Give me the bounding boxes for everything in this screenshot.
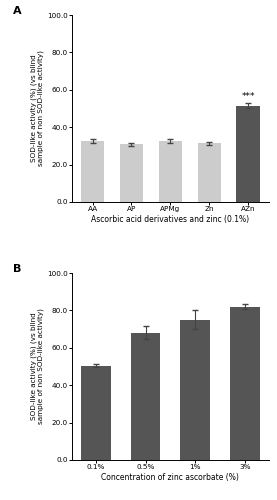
Bar bbox=[159, 141, 182, 202]
Y-axis label: SOD-like activity (%) (vs blind
sample of non SOD-like activity): SOD-like activity (%) (vs blind sample o… bbox=[30, 308, 44, 424]
Bar bbox=[180, 320, 210, 460]
Text: B: B bbox=[13, 264, 21, 274]
Bar bbox=[230, 306, 260, 460]
Bar bbox=[198, 143, 221, 202]
Bar bbox=[81, 141, 104, 202]
Bar bbox=[131, 333, 160, 460]
Text: ***: *** bbox=[241, 92, 255, 100]
Text: A: A bbox=[13, 6, 22, 16]
Bar bbox=[81, 366, 111, 460]
X-axis label: Ascorbic acid derivatives and zinc (0.1%): Ascorbic acid derivatives and zinc (0.1%… bbox=[91, 215, 249, 224]
Y-axis label: SOD-like activity (%) (vs blind
sample of non SOD-like activity): SOD-like activity (%) (vs blind sample o… bbox=[30, 50, 44, 166]
Bar bbox=[120, 144, 143, 202]
X-axis label: Concentration of zinc ascorbate (%): Concentration of zinc ascorbate (%) bbox=[101, 473, 239, 482]
Bar bbox=[237, 106, 260, 202]
